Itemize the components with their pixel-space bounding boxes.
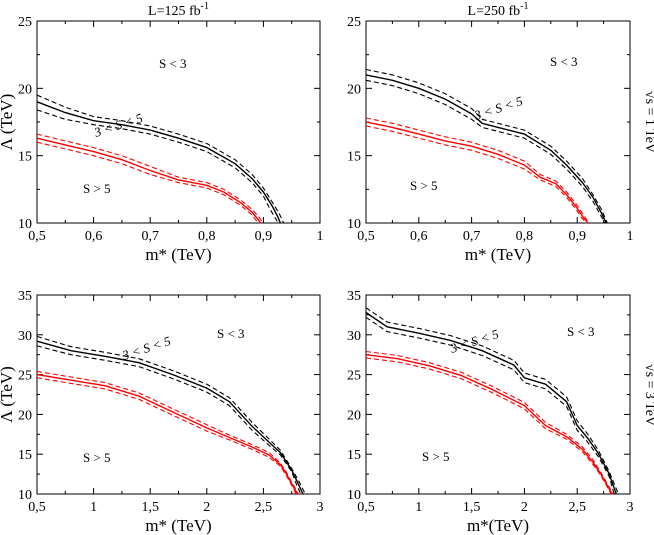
series-line-3	[36, 345, 302, 495]
x-tick-label: 3	[317, 500, 324, 515]
panel-title-superscript: -1	[520, 1, 528, 12]
region-annotation: S < 3	[550, 54, 578, 69]
x-tick-label: 0,5	[28, 500, 46, 515]
series-line-6	[36, 141, 259, 224]
series-line-2	[365, 68, 608, 224]
y-tick-label: 15	[18, 150, 32, 165]
x-tick-label: 2,5	[568, 500, 586, 515]
region-annotation: 3 < S < 5	[471, 93, 525, 123]
series-line-3	[36, 109, 279, 224]
y-tick-label: 10	[18, 488, 32, 503]
panel-title-text: L=125 fb	[148, 4, 201, 19]
series-line-1	[36, 101, 282, 224]
region-annotation: S > 5	[83, 450, 111, 465]
chart-panel-3: 0,5 1 1,5 2 2,5 3 10 15 20 25 30 35 S < 3 3 < S < 5 S …	[0, 289, 324, 535]
x-tick-label: 0,8	[198, 229, 216, 244]
chart-panel-4: 0,5 1 1,5 2 2,5 3 10 15 20 25 30 35 S < 3 3 < S < 5 S …	[347, 289, 654, 535]
x-tick-label: 0,5	[357, 500, 375, 515]
y-tick-label: 30	[347, 329, 361, 344]
y-axis-label: Λ (TeV)	[0, 94, 16, 150]
panel-title-text: L=250 fb	[468, 4, 521, 19]
y-tick-label: 10	[18, 217, 32, 232]
region-annotation: 3 < S < 5	[91, 110, 145, 140]
panel-title: L=125 fb-1	[148, 1, 209, 19]
y-tick-label: 20	[18, 82, 32, 97]
x-tick-label: 0,6	[85, 229, 103, 244]
panel-title: L=250 fb-1	[468, 1, 529, 19]
y-tick-label: 25	[347, 15, 361, 30]
x-tick-label: 0,7	[463, 229, 481, 244]
series-line-6	[365, 357, 612, 495]
series-line-5	[365, 117, 590, 224]
panel-title-superscript: -1	[201, 1, 209, 12]
x-tick-label: 1	[90, 500, 97, 515]
y-tick-label: 30	[18, 329, 32, 344]
series-line-4	[36, 137, 262, 224]
x-tick-label: 0,7	[141, 229, 159, 244]
row-label: √s = 1 TeV	[642, 91, 654, 153]
x-tick-label: 3	[627, 500, 634, 515]
x-tick-label: 0,9	[255, 229, 273, 244]
y-tick-label: 10	[347, 488, 361, 503]
region-annotation: S < 3	[567, 324, 595, 339]
region-annotation: S > 5	[83, 181, 111, 196]
x-axis-label: m* (TeV)	[465, 245, 531, 264]
region-annotation: S > 5	[422, 449, 450, 464]
x-tick-label: 1,5	[463, 500, 481, 515]
y-tick-label: 35	[347, 289, 361, 304]
x-tick-label: 1	[627, 229, 634, 244]
region-annotation: S > 5	[410, 178, 438, 193]
y-tick-label: 20	[18, 408, 32, 423]
x-tick-label: 0,6	[410, 229, 428, 244]
x-tick-label: 2,5	[255, 500, 273, 515]
x-axis-label: m*(TeV)	[467, 516, 529, 535]
series-line-3	[365, 316, 615, 495]
region-annotation: S < 3	[217, 326, 245, 341]
x-tick-label: 2	[203, 500, 210, 515]
chart-panel-1: 0,5 0,6 0,7 0,8 0,9 1 10 15 20 25 S < 3 3 < S < 5 S …	[0, 1, 324, 264]
series-line-5	[365, 350, 614, 495]
x-tick-label: 0,8	[516, 229, 534, 244]
series-line-1	[365, 74, 607, 224]
y-tick-label: 20	[347, 408, 361, 423]
x-tick-label: 0,5	[28, 229, 46, 244]
y-tick-label: 25	[18, 369, 32, 384]
series-line-4	[36, 373, 299, 495]
x-tick-label: 1	[415, 500, 422, 515]
y-tick-label: 25	[347, 369, 361, 384]
series-line-3	[365, 79, 606, 224]
series-line-4	[365, 121, 589, 224]
y-tick-label: 10	[347, 217, 361, 232]
series-line-5	[36, 133, 264, 224]
x-tick-label: 1	[317, 229, 324, 244]
x-axis-label: m* (TeV)	[145, 245, 211, 264]
series-line-5	[36, 370, 299, 495]
y-tick-label: 15	[347, 448, 361, 463]
chart-panel-2: 0,5 0,6 0,7 0,8 0,9 1 10 15 20 25 S < 3 3 < S < 5 S …	[347, 1, 654, 264]
series-line-6	[36, 377, 297, 495]
series-line-2	[365, 307, 619, 495]
x-tick-label: 0,9	[568, 229, 586, 244]
series-line-2	[36, 335, 306, 495]
x-tick-label: 1,5	[141, 500, 159, 515]
row-label: √s = 3 TeV	[642, 364, 654, 426]
y-tick-label: 15	[347, 150, 361, 165]
region-annotation: S < 3	[159, 56, 187, 71]
x-tick-label: 0,5	[357, 229, 375, 244]
x-tick-label: 2	[521, 500, 528, 515]
series-line-1	[365, 311, 617, 495]
y-tick-label: 15	[18, 448, 32, 463]
y-tick-label: 20	[347, 82, 361, 97]
series-line-1	[36, 340, 304, 495]
series-line-4	[365, 354, 613, 495]
y-tick-label: 25	[18, 15, 32, 30]
region-annotation: 3 < S < 5	[447, 326, 501, 356]
x-axis-label: m* (TeV)	[145, 516, 211, 535]
y-axis-label: Λ (TeV)	[0, 366, 16, 422]
y-tick-label: 35	[18, 289, 32, 304]
series-line-6	[365, 125, 588, 224]
region-annotation: 3 < S < 5	[119, 333, 173, 363]
series-line-2	[36, 94, 285, 224]
